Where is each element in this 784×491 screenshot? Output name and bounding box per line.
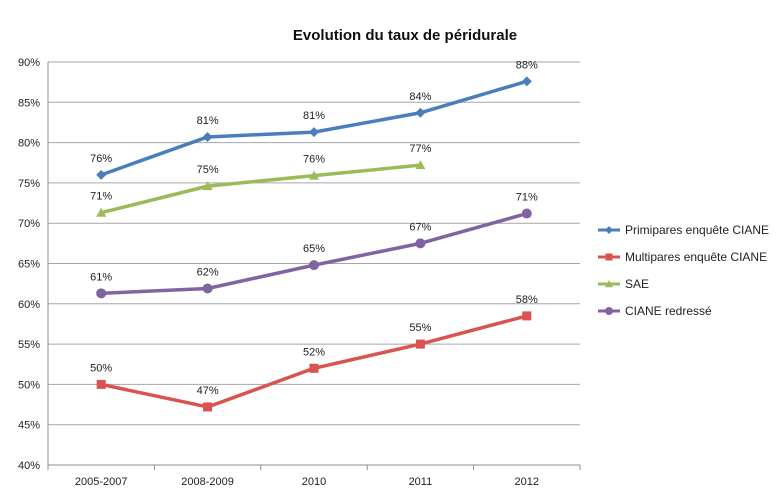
data-label: 50%	[90, 362, 112, 374]
legend-item: CIANE redressé	[598, 304, 712, 318]
legend-marker	[605, 307, 613, 315]
legend-item: SAE	[598, 277, 649, 291]
data-label: 62%	[197, 266, 219, 278]
data-point	[309, 170, 319, 180]
data-label: 77%	[409, 143, 431, 155]
data-label: 52%	[303, 346, 325, 358]
y-tick-label: 45%	[18, 420, 40, 432]
series-1	[96, 311, 532, 412]
data-point	[96, 207, 107, 217]
series-0	[96, 76, 532, 180]
series-line	[99, 163, 423, 215]
y-tick-label: 80%	[18, 138, 40, 150]
data-label: 76%	[90, 153, 112, 165]
data-label: 88%	[516, 59, 538, 71]
data-label: 75%	[197, 164, 219, 176]
legend-item: Multipares enquête CIANE	[598, 250, 767, 264]
y-tick-label: 60%	[18, 299, 40, 311]
data-point	[202, 131, 213, 142]
data-label: 47%	[197, 385, 219, 397]
data-point	[202, 283, 213, 294]
data-point	[309, 363, 319, 373]
legend-marker	[605, 253, 613, 261]
legend-marker	[605, 226, 613, 234]
x-axis: 2005-2007 2008-2009 2010 2011 2012	[47, 464, 581, 488]
data-point	[309, 127, 319, 138]
data-label: 67%	[409, 221, 431, 233]
data-label: 81%	[197, 115, 219, 127]
x-tick-label: 2011	[409, 476, 433, 488]
data-point	[415, 339, 425, 349]
data-point	[203, 402, 213, 412]
series-3	[96, 208, 532, 299]
data-label: 65%	[303, 243, 325, 255]
y-axis: 40% 45% 50% 55% 60% 65% 70% 75% 80% 85% 90%	[18, 57, 49, 472]
data-point	[521, 76, 532, 87]
y-tick-label: 40%	[18, 460, 40, 472]
data-point	[309, 260, 319, 271]
series-group	[96, 76, 532, 412]
x-tick-label: 2010	[302, 476, 326, 488]
data-point	[521, 208, 532, 219]
y-tick-label: 70%	[18, 218, 40, 230]
data-label: 55%	[409, 322, 431, 334]
series-line	[99, 314, 529, 409]
legend: Primipares enquête CIANE Multipares enquê…	[598, 223, 769, 318]
x-tick-label: 2008-2009	[181, 476, 234, 488]
data-point	[415, 238, 426, 249]
data-label: 84%	[409, 91, 431, 103]
data-point	[522, 311, 532, 321]
legend-label: Multipares enquête CIANE	[625, 250, 767, 264]
data-label: 71%	[516, 192, 538, 204]
legend-label: Primipares enquête CIANE	[625, 223, 769, 237]
y-tick-label: 85%	[18, 97, 40, 109]
data-point	[96, 169, 107, 180]
data-point	[96, 288, 107, 299]
data-label: 76%	[303, 154, 325, 166]
legend-marker	[605, 280, 613, 288]
data-point	[415, 160, 426, 170]
y-tick-label: 75%	[18, 178, 40, 190]
data-point	[202, 181, 213, 191]
data-point	[415, 107, 426, 118]
series-2	[96, 160, 426, 217]
chart-title: Evolution du taux de péridurale	[293, 27, 517, 44]
data-point	[96, 379, 106, 389]
x-tick-label: 2012	[515, 476, 539, 488]
y-tick-label: 50%	[18, 379, 40, 391]
y-tick-label: 55%	[18, 339, 40, 351]
data-labels: 76% 81% 81% 84% 88% 50% 47% 52% 55% 58% 71% 75% 76% 7…	[90, 59, 538, 397]
y-tick-label: 65%	[18, 259, 40, 271]
legend-item: Primipares enquête CIANE	[598, 223, 769, 237]
legend-label: SAE	[625, 277, 649, 291]
data-label: 71%	[90, 191, 112, 203]
data-label: 58%	[516, 294, 538, 306]
data-label: 61%	[90, 271, 112, 283]
legend-label: CIANE redressé	[625, 304, 712, 318]
y-tick-label: 90%	[18, 57, 40, 69]
x-tick-label: 2005-2007	[75, 476, 128, 488]
data-label: 81%	[303, 110, 325, 122]
